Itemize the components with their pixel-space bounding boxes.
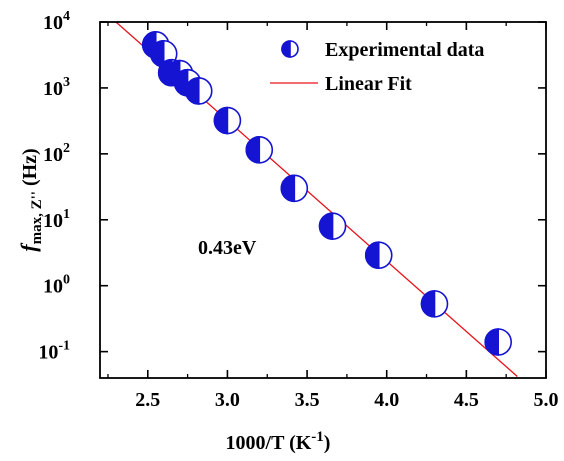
- x-axis-title-sup: -1: [311, 429, 324, 445]
- legend-label-fit: Linear Fit: [325, 73, 412, 95]
- marker-filled-half: [281, 40, 291, 58]
- data-point: [245, 136, 274, 164]
- data-point: [420, 290, 449, 318]
- legend-marker-experimental: [281, 40, 299, 58]
- y-tick-label: 104: [43, 9, 70, 34]
- data-point: [280, 174, 309, 203]
- y-axis-title-f: f: [16, 242, 41, 252]
- axes-layer: [99, 21, 547, 379]
- x-tick-label: 3.0: [215, 389, 240, 411]
- y-tick-label: 100: [43, 273, 70, 298]
- ticks-layer: 2.5 3.0 3.5 4.0 4.5 5.0 10-1 100 101 102 103 104: [38, 9, 558, 411]
- y-tick-label: 102: [43, 141, 70, 166]
- marker-filled-half: [318, 212, 334, 240]
- data-point: [364, 241, 393, 270]
- x-axis-title-end: ): [324, 432, 331, 454]
- data-point: [213, 106, 242, 135]
- marker-filled-half: [420, 290, 436, 318]
- x-axis-title-main: 1000/T (K: [226, 432, 312, 454]
- x-tick-label: 3.5: [295, 389, 320, 411]
- marker-filled-half: [213, 106, 229, 135]
- legend-marker-circle: [281, 40, 299, 58]
- points-layer: [141, 31, 513, 356]
- x-tick-label: 5.0: [534, 389, 559, 411]
- y-axis-title-unit: (Hz): [19, 148, 41, 191]
- x-tick-label: 2.5: [135, 389, 160, 411]
- y-axis-title: fmax, Z'' (Hz): [16, 148, 45, 251]
- marker-filled-half: [184, 77, 200, 105]
- marker-filled-half: [364, 241, 380, 270]
- y-tick-label: 10-1: [38, 339, 70, 364]
- data-point: [484, 328, 513, 356]
- x-tick-label: 4.5: [454, 389, 479, 411]
- y-tick-label: 103: [43, 75, 70, 100]
- plot-frame: [99, 21, 547, 379]
- activation-energy-annotation: 0.43eV: [198, 237, 257, 259]
- marker-filled-half: [280, 174, 296, 203]
- legend: Experimental data Linear Fit: [270, 39, 484, 95]
- y-axis-title-sub: max, Z'': [29, 191, 45, 244]
- marker-filled-half: [245, 136, 261, 164]
- legend-label-experimental: Experimental data: [325, 39, 484, 61]
- marker-filled-half: [173, 68, 189, 97]
- y-tick-label: 101: [43, 207, 70, 232]
- x-tick-label: 4.0: [374, 389, 399, 411]
- data-point: [318, 212, 347, 240]
- x-axis-title: 1000/T (K-1): [226, 429, 331, 454]
- marker-filled-half: [484, 328, 500, 356]
- data-point: [184, 77, 213, 105]
